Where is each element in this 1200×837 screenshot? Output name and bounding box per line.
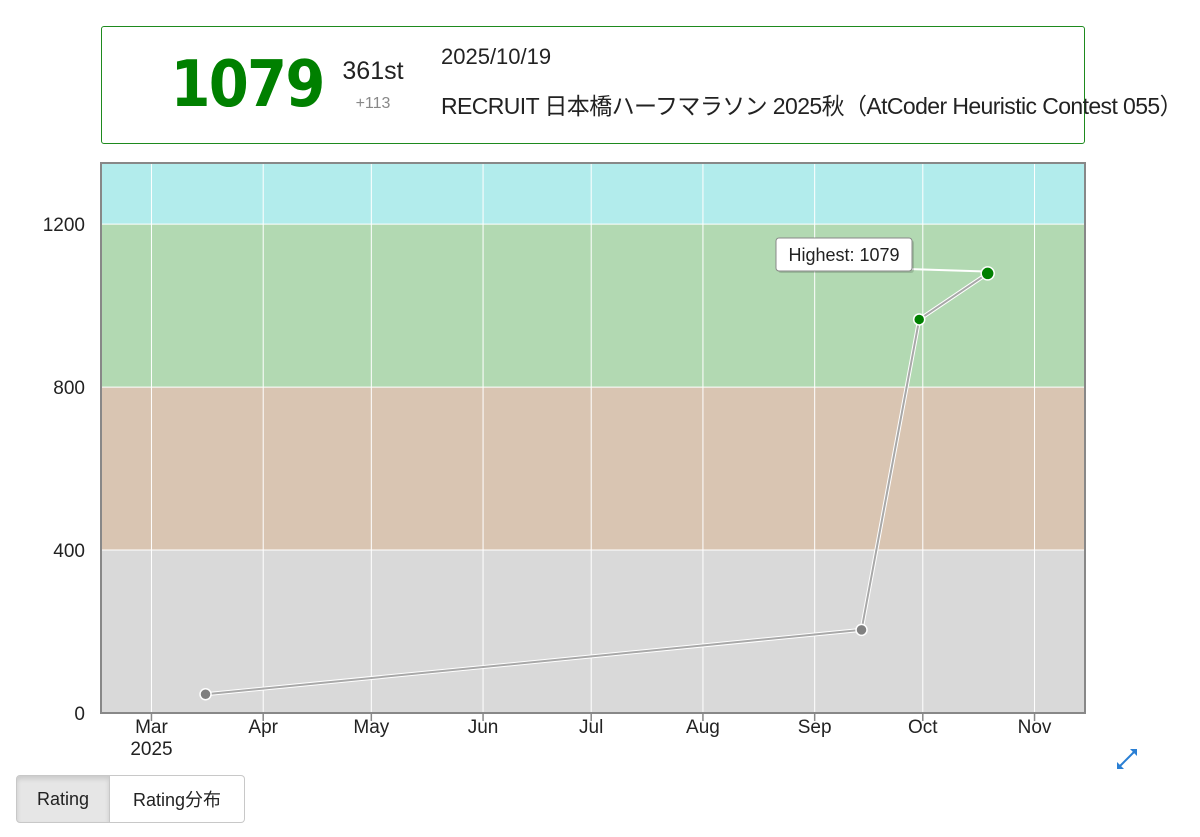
data-point <box>199 688 212 701</box>
x-tick-label: Jun <box>468 717 499 738</box>
x-tick-label: May <box>353 717 389 738</box>
y-tick-label: 0 <box>74 704 85 725</box>
y-tick-label: 1200 <box>43 215 85 236</box>
series-line <box>205 272 989 696</box>
tab-rating[interactable]: Rating <box>16 775 110 823</box>
rating-band <box>101 163 1085 225</box>
x-tick-label: Apr <box>248 717 278 738</box>
rating-band <box>101 550 1085 713</box>
x-tick-label: Oct <box>908 717 938 738</box>
data-point <box>912 313 926 326</box>
chart-tabs: Rating Rating分布 <box>16 775 245 823</box>
contest-date: 2025/10/19 <box>441 44 552 69</box>
annotation-box <box>775 237 913 272</box>
contest-rank: 361st <box>342 57 404 85</box>
x-tick-label: Jul <box>579 717 603 738</box>
rating-band <box>101 387 1085 551</box>
contest-name: RECRUIT 日本橋ハーフマラソン 2025秋（AtCoder Heurist… <box>441 93 1183 119</box>
x-tick-label: Aug <box>686 717 720 738</box>
plot-border <box>100 162 1086 714</box>
annotation-label: Highest: 1079 <box>788 245 899 265</box>
tab-rating-distribution[interactable]: Rating分布 <box>110 775 245 823</box>
y-tick-label: 400 <box>53 541 85 562</box>
rating-diff: +113 <box>355 95 391 112</box>
contest-status-card: 1079 361st +113 2025/10/19 RECRUIT 日本橋ハー… <box>101 26 1183 144</box>
expand-icon[interactable] <box>1114 746 1140 772</box>
x-tick-label: Mar <box>135 717 168 738</box>
x-tick-sublabel: 2025 <box>130 739 172 760</box>
data-point <box>980 266 995 281</box>
data-point <box>855 623 868 637</box>
x-tick-label: Nov <box>1018 717 1052 738</box>
y-tick-label: 800 <box>53 378 85 399</box>
annotation-connector <box>907 268 982 273</box>
rating-band <box>101 224 1085 388</box>
x-tick-label: Sep <box>798 717 832 738</box>
